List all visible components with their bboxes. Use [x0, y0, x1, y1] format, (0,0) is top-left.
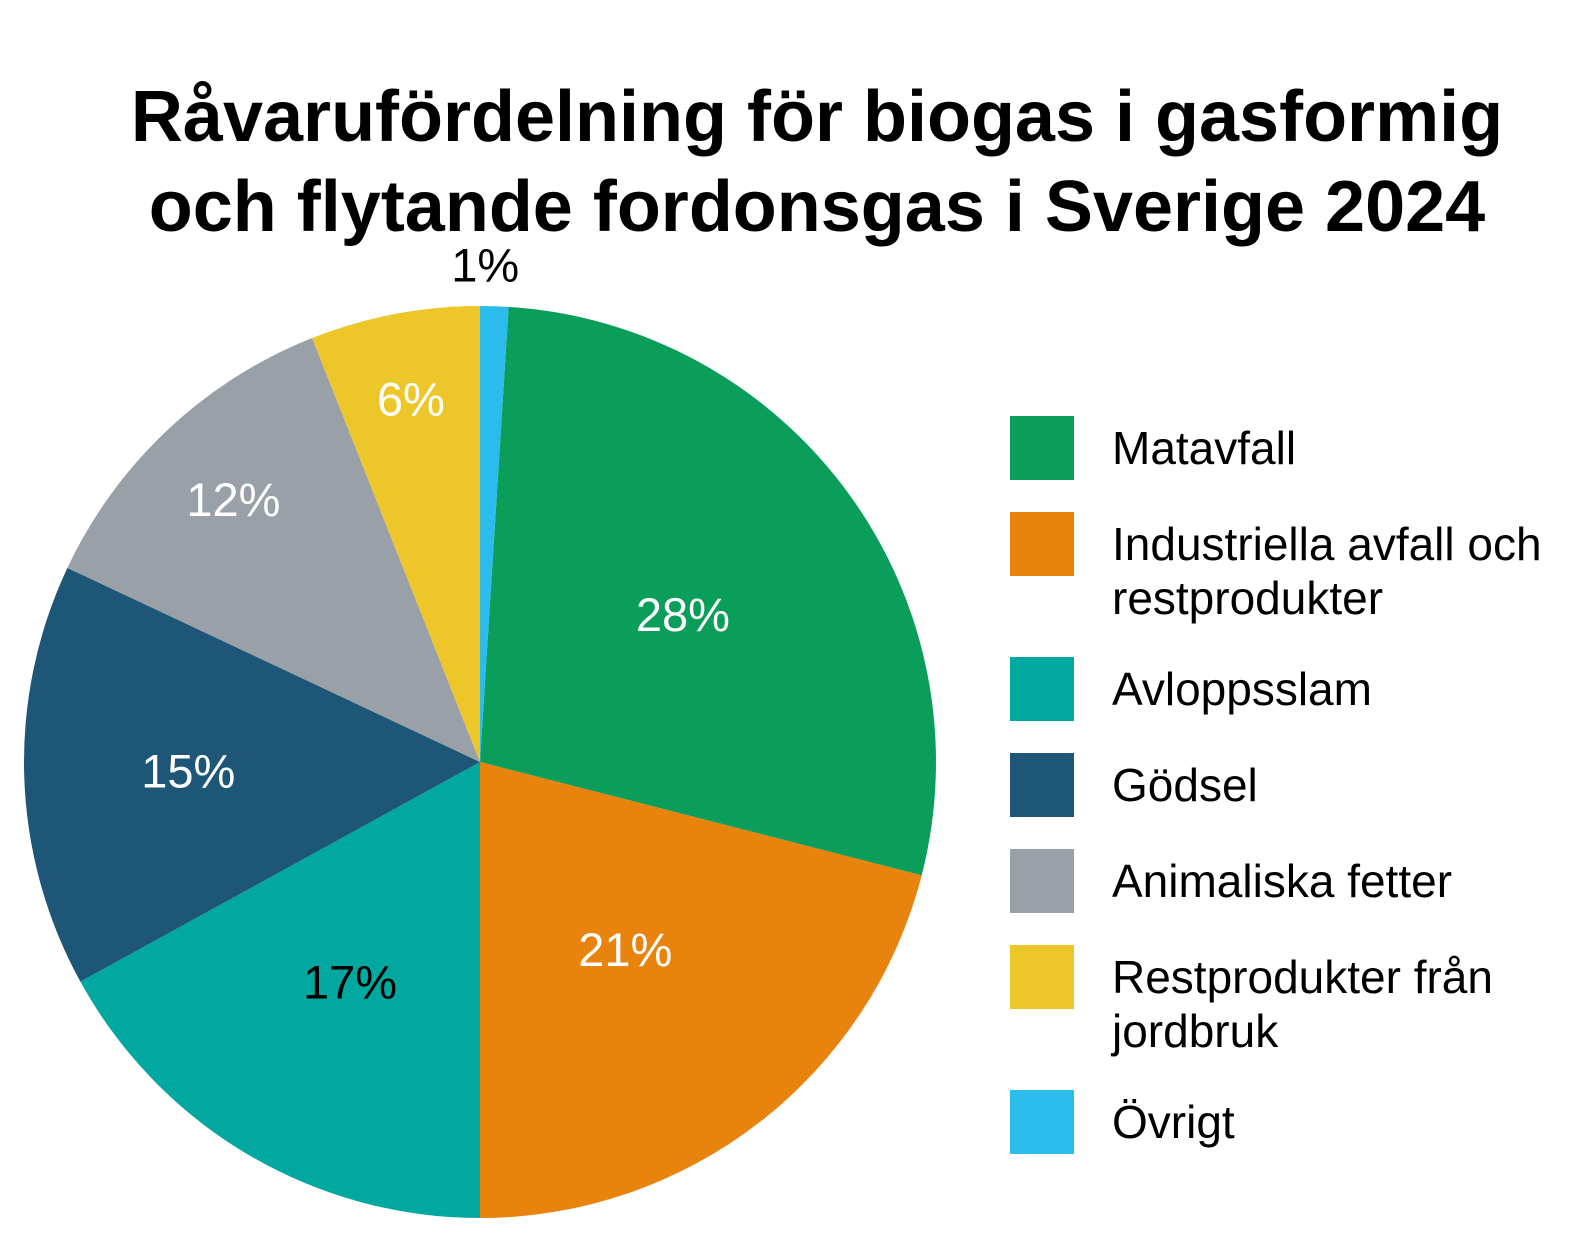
pie-slice-5-restprodukter-fr-n-jordbruk — [312, 306, 480, 762]
legend: Matavfall Industriella avfall och restprod… — [1010, 416, 1542, 1154]
legend-label-4: Animaliska fetter — [1112, 855, 1453, 907]
pie-slice-label-6pct: 6% — [377, 373, 445, 426]
pie-slice-3-g-dsel — [23, 567, 481, 982]
legend-swatch-3 — [1010, 753, 1074, 817]
pie-slice-6--vrigt — [480, 306, 509, 762]
legend-item--vrigt: Övrigt — [1010, 1090, 1542, 1154]
chart-title-line-2: och flytande fordonsgas i Sverige 2024 — [148, 167, 1486, 248]
legend-label-0: Matavfall — [1112, 422, 1297, 474]
legend-swatch-4 — [1010, 849, 1074, 913]
pie-slice-2-avloppsslam — [80, 762, 481, 1218]
legend-item-avloppsslam: Avloppsslam — [1010, 657, 1542, 721]
pie-slice-1-industriella-avfall-och-restprodukter — [480, 762, 922, 1218]
pie-slice-label-17pct: 17% — [303, 955, 397, 1008]
legend-swatch-5 — [1010, 945, 1074, 1009]
pie-slice-label-1pct: 1% — [451, 239, 519, 292]
legend-item-g-dsel: Gödsel — [1010, 753, 1542, 817]
legend-swatch-0 — [1010, 416, 1074, 480]
pie-slice-0-matavfall — [480, 306, 936, 876]
chart-title-line-1: Råvarufördelning för biogas i gasformig — [130, 77, 1504, 158]
legend-label-1: Industriella avfall och restprodukter — [1112, 518, 1542, 624]
pie-slice-label-28pct: 28% — [636, 588, 730, 641]
legend-item-industriella-avfall-och-restprodukter: Industriella avfall och restprodukter — [1010, 512, 1542, 625]
legend-item-matavfall: Matavfall — [1010, 416, 1542, 480]
pie-slice-label-21pct: 21% — [578, 923, 672, 976]
legend-swatch-1 — [1010, 512, 1074, 576]
legend-label-2: Avloppsslam — [1112, 663, 1372, 715]
legend-label-3: Gödsel — [1112, 759, 1258, 811]
legend-item-restprodukter-fr-n-jordbruk: Restprodukter från jordbruk — [1010, 945, 1542, 1058]
legend-swatch-6 — [1010, 1090, 1074, 1154]
legend-label-5: Restprodukter från jordbruk — [1112, 951, 1493, 1057]
pie-slice-label-12pct: 12% — [186, 473, 280, 526]
chart-title: Råvarufördelning för biogas i gasformig o… — [21, 72, 1592, 252]
pie-slice-4-animaliska-fetter — [67, 338, 481, 762]
legend-item-animaliska-fetter: Animaliska fetter — [1010, 849, 1542, 913]
legend-swatch-2 — [1010, 657, 1074, 721]
pie-slice-label-15pct: 15% — [141, 745, 235, 798]
legend-label-6: Övrigt — [1112, 1096, 1235, 1148]
